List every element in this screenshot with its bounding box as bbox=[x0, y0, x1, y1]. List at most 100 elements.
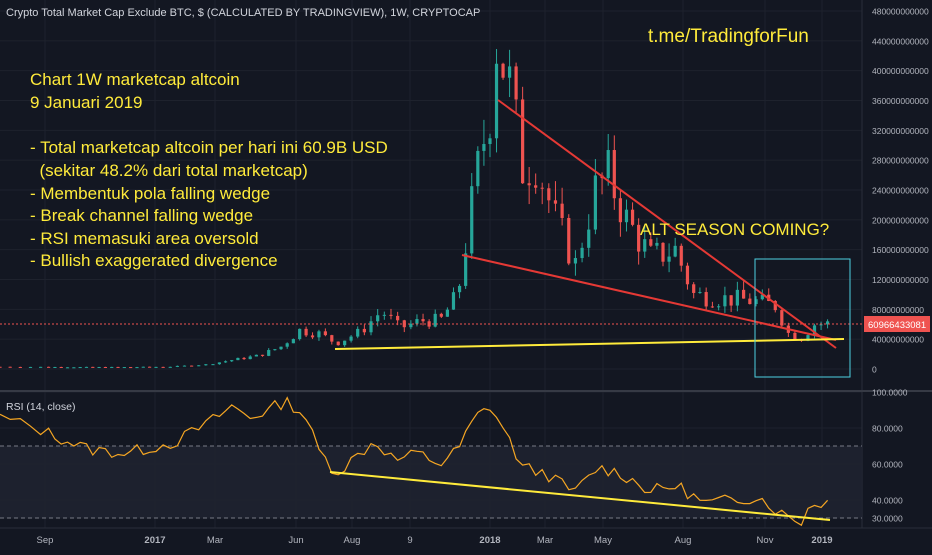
candle-body bbox=[103, 366, 108, 368]
price-tick-label: 400000000000 bbox=[872, 66, 929, 76]
candle-body bbox=[330, 335, 334, 342]
candle-body bbox=[65, 367, 70, 369]
candle-body bbox=[230, 360, 234, 362]
candle-body bbox=[534, 185, 538, 188]
candle-body bbox=[806, 335, 810, 341]
candle-body bbox=[267, 350, 271, 356]
price-tick-label: 480000000000 bbox=[872, 7, 929, 17]
candle-body bbox=[667, 256, 671, 262]
candle-body bbox=[729, 295, 733, 306]
candle-body bbox=[710, 306, 715, 308]
candle-body bbox=[624, 209, 629, 223]
candle-body bbox=[236, 357, 240, 361]
candle-body bbox=[618, 198, 622, 223]
candle-body bbox=[754, 299, 758, 305]
last-price-label: 60966433081 bbox=[868, 320, 926, 331]
candle-body bbox=[612, 150, 616, 199]
candle-body bbox=[317, 331, 321, 338]
candle-body bbox=[748, 298, 752, 305]
candle-body bbox=[514, 66, 518, 100]
time-tick-label: 9 bbox=[407, 535, 412, 546]
support-line bbox=[334, 338, 845, 350]
candle-body bbox=[793, 332, 797, 340]
candle-body bbox=[433, 313, 437, 327]
candle-body bbox=[527, 183, 531, 186]
watermark-link[interactable]: t.me/TradingforFun bbox=[648, 26, 809, 47]
candle-body bbox=[457, 285, 462, 293]
candle-body bbox=[494, 63, 499, 139]
candle-body bbox=[310, 335, 315, 338]
candle-body bbox=[685, 265, 690, 285]
candle-body bbox=[415, 319, 419, 324]
annotation-line-8: - RSI memasuki area oversold bbox=[30, 229, 259, 248]
candle-body bbox=[273, 349, 277, 351]
alt-season-callout: ALT SEASON COMING? bbox=[640, 220, 829, 239]
annotation-line-5: (sekitar 48.2% dari total marketcap) bbox=[30, 161, 308, 180]
last-price-badge bbox=[864, 316, 930, 332]
candle-body bbox=[304, 328, 308, 336]
price-tick-label: 440000000000 bbox=[872, 36, 929, 46]
candle-body bbox=[382, 314, 386, 316]
rsi-divergence-line bbox=[329, 471, 831, 521]
rsi-tick-label: 60.0000 bbox=[872, 460, 903, 470]
wedge-lower-line bbox=[461, 254, 837, 341]
price-tick-label: 240000000000 bbox=[872, 186, 929, 196]
candle-body bbox=[8, 366, 12, 368]
chart-header-title: Crypto Total Market Cap Exclude BTC, $ (… bbox=[6, 7, 480, 19]
candle-body bbox=[39, 366, 43, 368]
time-tick-label: Mar bbox=[537, 535, 553, 546]
candle-body bbox=[147, 366, 152, 368]
candle-body bbox=[129, 367, 133, 369]
candle-body bbox=[279, 346, 283, 350]
candle-body bbox=[349, 336, 353, 341]
time-tick-label: Sep bbox=[37, 535, 54, 546]
candle-body bbox=[91, 366, 95, 368]
candle-body bbox=[260, 354, 265, 356]
candle-body bbox=[182, 365, 187, 367]
candle-body bbox=[154, 366, 158, 368]
candle-body bbox=[168, 366, 172, 368]
time-tick-label: 2018 bbox=[479, 535, 500, 546]
rsi-line bbox=[0, 396, 829, 527]
rsi-tick-label: 30.0000 bbox=[872, 514, 903, 524]
candle-body bbox=[122, 367, 126, 369]
candle-body bbox=[630, 209, 635, 225]
candle-body bbox=[760, 294, 764, 300]
candle-body bbox=[78, 367, 82, 369]
annotation-line-7: - Break channel falling wedge bbox=[30, 206, 253, 225]
candle-body bbox=[692, 284, 696, 293]
candle-body bbox=[573, 258, 578, 264]
candle-body bbox=[488, 138, 492, 145]
time-tick-label: Mar bbox=[207, 535, 223, 546]
candle-body bbox=[482, 144, 486, 151]
time-tick-label: Aug bbox=[344, 535, 361, 546]
candle-body bbox=[369, 321, 373, 333]
candle-body bbox=[655, 242, 659, 246]
time-axis: Sep 2017 Mar Jun Aug 9 2018 Mar May Aug Nov 2019 bbox=[37, 535, 833, 546]
candle-body bbox=[53, 366, 57, 368]
candle-body bbox=[197, 365, 201, 367]
time-tick-label: Aug bbox=[675, 535, 692, 546]
time-tick-label: 2017 bbox=[144, 535, 165, 546]
candle-body bbox=[673, 245, 677, 257]
candle-body bbox=[540, 187, 544, 189]
candle-body bbox=[298, 328, 302, 340]
candle-body bbox=[204, 364, 208, 366]
price-tick-label: 80000000000 bbox=[872, 305, 924, 315]
candle-body bbox=[606, 150, 610, 179]
wedge-upper-line bbox=[497, 99, 837, 349]
candle-body bbox=[553, 200, 558, 204]
candle-body bbox=[717, 306, 721, 308]
candle-body bbox=[409, 323, 413, 328]
candle-body bbox=[97, 366, 101, 368]
candle-body bbox=[735, 289, 739, 306]
candle-body bbox=[59, 366, 63, 368]
candle-body bbox=[547, 188, 551, 201]
candle-body bbox=[698, 292, 702, 294]
candle-body bbox=[451, 292, 456, 310]
rsi-axis: 100.0000 80.0000 60.0000 40.0000 30.0000 bbox=[872, 388, 908, 524]
candle-body bbox=[819, 324, 823, 326]
rsi-tick-label: 100.0000 bbox=[872, 388, 908, 398]
annotation-line-1: Chart 1W marketcap altcoin bbox=[30, 70, 240, 89]
